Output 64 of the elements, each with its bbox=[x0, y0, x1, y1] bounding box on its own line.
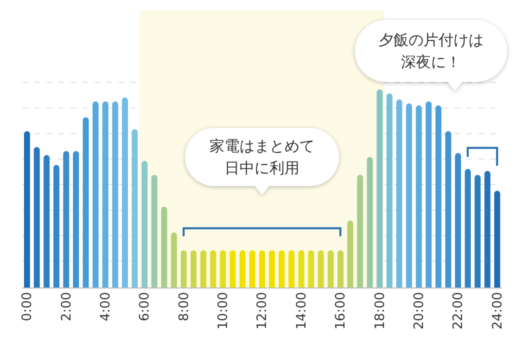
bar bbox=[406, 103, 412, 288]
bar bbox=[230, 250, 236, 288]
bar bbox=[63, 150, 70, 288]
bar bbox=[102, 101, 108, 288]
bar bbox=[132, 129, 138, 288]
x-tick-label: 6:00 bbox=[138, 292, 153, 322]
bar bbox=[386, 93, 392, 288]
x-tick-label: 20:00 bbox=[412, 292, 427, 330]
bar bbox=[278, 250, 285, 288]
annotation: 家電はまとめて日中に利用 bbox=[208, 136, 316, 179]
bar bbox=[259, 250, 266, 288]
bar bbox=[494, 190, 500, 288]
bar bbox=[474, 174, 481, 288]
speech-bubble: 家電はまとめて日中に利用 bbox=[185, 128, 339, 196]
bar bbox=[240, 250, 246, 288]
bar bbox=[416, 105, 422, 288]
x-tick-label: 16:00 bbox=[334, 292, 349, 330]
bar bbox=[170, 232, 177, 288]
bar bbox=[435, 105, 442, 288]
bar bbox=[376, 89, 383, 288]
bar bbox=[347, 220, 354, 288]
x-tick-label: 14:00 bbox=[294, 292, 310, 330]
x-tick-label: 22:00 bbox=[451, 292, 466, 330]
bar bbox=[464, 168, 471, 288]
bar bbox=[308, 250, 314, 288]
bar bbox=[210, 250, 216, 288]
bar bbox=[445, 131, 452, 288]
bar bbox=[268, 250, 275, 288]
bar bbox=[484, 170, 490, 288]
bar bbox=[142, 160, 148, 288]
bar bbox=[288, 250, 294, 288]
bar bbox=[53, 164, 60, 288]
x-tick-label: 18:00 bbox=[372, 292, 388, 330]
x-tick-label: 10:00 bbox=[216, 292, 232, 330]
bar bbox=[44, 154, 50, 288]
x-tick-label: 12:00 bbox=[255, 292, 270, 330]
bar bbox=[318, 250, 324, 288]
x-tick-label: 2:00 bbox=[59, 292, 74, 322]
bar bbox=[92, 101, 99, 288]
bar bbox=[337, 250, 344, 288]
x-tick-label: 0:00 bbox=[20, 292, 36, 322]
bar bbox=[220, 250, 226, 288]
bar bbox=[151, 174, 158, 288]
bar bbox=[72, 150, 79, 288]
bar bbox=[24, 131, 30, 288]
bar bbox=[328, 250, 334, 288]
bar bbox=[357, 174, 364, 288]
x-tick-label: 24:00 bbox=[490, 292, 506, 330]
x-tick-label: 4:00 bbox=[98, 292, 114, 322]
bar bbox=[249, 250, 256, 288]
bar bbox=[34, 147, 40, 288]
bar bbox=[366, 156, 373, 288]
bar bbox=[426, 101, 432, 288]
bar bbox=[396, 99, 402, 288]
bar bbox=[82, 117, 89, 288]
bar bbox=[200, 250, 206, 288]
bar bbox=[190, 250, 197, 288]
x-tick-label: 8:00 bbox=[176, 292, 192, 322]
bar bbox=[180, 250, 187, 288]
bar bbox=[455, 152, 462, 288]
bar bbox=[298, 250, 304, 288]
bar bbox=[122, 97, 128, 288]
bar bbox=[112, 101, 118, 288]
bar bbox=[161, 206, 168, 288]
